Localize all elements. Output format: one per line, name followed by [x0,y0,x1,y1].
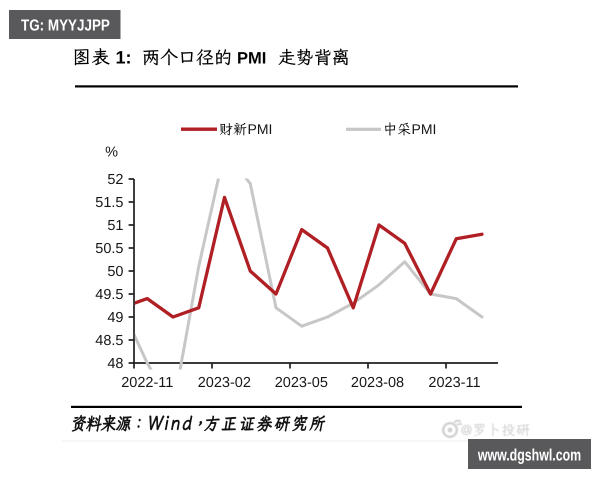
svg-text:PMI: PMI [248,121,273,137]
svg-text:2022-11: 2022-11 [121,375,173,391]
svg-text:2023-02: 2023-02 [198,375,251,391]
svg-text:%: % [105,145,118,161]
svg-text:48: 48 [107,356,123,372]
svg-text:51.5: 51.5 [95,195,123,211]
svg-text:49.5: 49.5 [95,287,123,303]
svg-text:2023-08: 2023-08 [351,375,404,391]
svg-text:50: 50 [107,264,123,280]
svg-text:52: 52 [107,172,123,188]
svg-text:TG: MYYJJPP: TG: MYYJJPP [21,18,110,35]
svg-text:50.5: 50.5 [95,241,123,257]
svg-text:48.5: 48.5 [95,333,123,349]
svg-text:49: 49 [107,310,123,326]
svg-text:2023-05: 2023-05 [275,375,328,391]
svg-text:51: 51 [107,218,123,234]
svg-text:PMI: PMI [412,121,437,137]
svg-text:www.dgshwl.com: www.dgshwl.com [477,447,581,465]
svg-text:PMI: PMI [237,50,266,68]
svg-text:1:: 1: [116,48,132,68]
svg-text:2023-11: 2023-11 [428,375,480,391]
